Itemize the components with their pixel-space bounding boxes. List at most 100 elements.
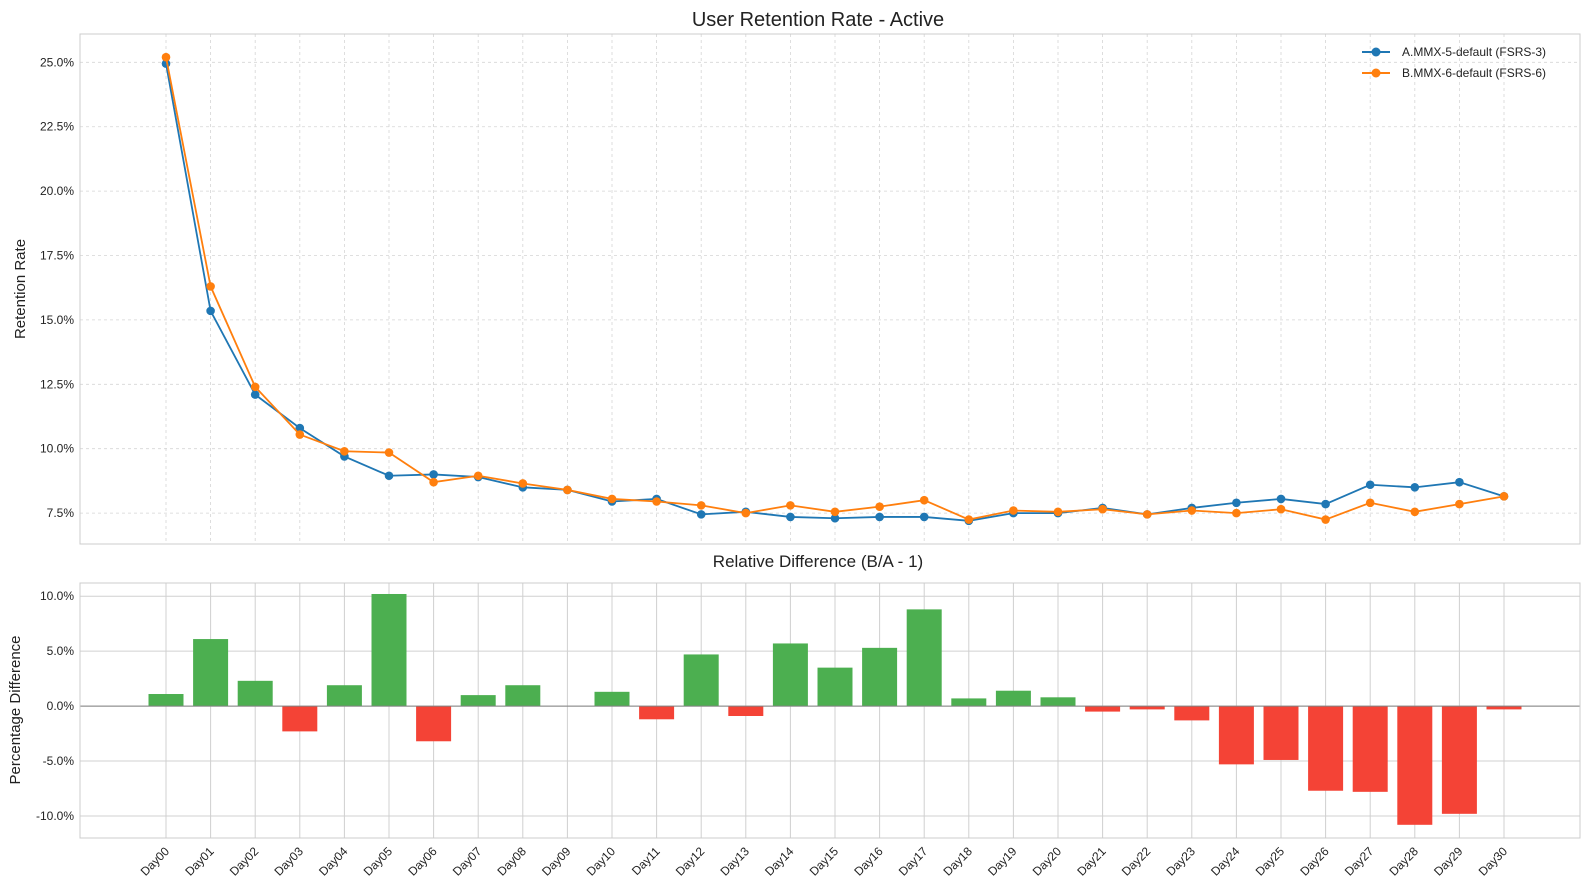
x-tick-label: Day22: [1119, 844, 1154, 879]
data-point-b: [1053, 507, 1063, 517]
data-point-b: [741, 508, 751, 518]
data-point-a: [295, 423, 305, 433]
x-tick-label: Day04: [316, 844, 351, 879]
top-y-tick-label: 7.5%: [47, 506, 75, 520]
bottom-y-tick-label: 0.0%: [47, 699, 75, 713]
top-y-tick-label: 15.0%: [40, 313, 74, 327]
difference-bar: [1308, 706, 1344, 791]
x-tick-label: Day07: [450, 844, 485, 879]
x-tick-label: Day30: [1476, 844, 1511, 879]
difference-bar: [772, 643, 808, 707]
data-point-b: [1232, 508, 1241, 518]
x-tick-label: Day26: [1297, 844, 1332, 879]
difference-bar: [594, 691, 630, 707]
data-point-b: [1009, 506, 1018, 515]
top-y-tick-label: 20.0%: [40, 184, 74, 198]
top-grid: [80, 34, 1580, 544]
x-tick-label: Day12: [673, 844, 708, 879]
difference-bar: [505, 685, 541, 707]
difference-bar: [951, 698, 987, 707]
difference-bar: [683, 654, 719, 707]
bottom-plot-frame: [79, 582, 1581, 839]
x-tick-label: Day16: [851, 844, 886, 879]
data-point-b: [1276, 504, 1286, 514]
data-point-b: [384, 448, 394, 457]
difference-bar: [460, 695, 496, 707]
data-point-b: [919, 495, 929, 505]
data-point-b: [1321, 515, 1330, 524]
top-y-ticks: 7.5% 10.0% 12.5% 15.0% 17.5% 20.0% 22.5% 25.0%: [40, 55, 74, 520]
data-point-b: [340, 446, 349, 456]
data-point-a: [830, 513, 840, 523]
bottom-y-axis-label: Percentage Difference: [7, 636, 24, 785]
difference-bar: [639, 706, 675, 720]
x-tick-label: Day25: [1253, 844, 1288, 879]
x-tick-label: Day29: [1431, 844, 1466, 879]
top-y-tick-label: 17.5%: [40, 249, 74, 263]
top-y-tick-label: 10.0%: [40, 442, 74, 456]
data-point-b: [607, 494, 617, 504]
difference-bar: [282, 706, 318, 732]
difference-bar: [416, 706, 452, 742]
x-tick-label: Day17: [896, 844, 931, 879]
x-tick-label: Day27: [1342, 844, 1377, 879]
difference-bar: [193, 639, 229, 707]
bottom-y-tick-label: -10.0%: [36, 809, 74, 823]
data-point-a: [1455, 477, 1464, 487]
x-tick-label: Day28: [1386, 844, 1421, 879]
data-point-a: [696, 510, 706, 519]
bottom-chart-title: Relative Difference (B/A - 1): [713, 552, 923, 571]
x-tick-label: Day20: [1030, 844, 1065, 879]
data-point-a: [1276, 494, 1286, 504]
difference-bar: [862, 647, 898, 707]
data-point-a: [919, 512, 929, 522]
x-tick-label: Day10: [584, 844, 619, 879]
x-tick-label: Day00: [138, 844, 173, 879]
x-tick-label: Day13: [717, 844, 752, 879]
legend-label-a: A.MMX-5-default (FSRS-3): [1402, 45, 1546, 59]
x-tick-label: Day01: [182, 844, 217, 879]
difference-bar: [371, 593, 407, 707]
top-y-axis-label: Retention Rate: [12, 239, 29, 339]
bottom-bars-layer: [80, 593, 1580, 825]
difference-bar: [1397, 706, 1433, 825]
data-point-a: [384, 471, 394, 481]
data-point-b: [696, 501, 706, 510]
bottom-y-tick-label: 10.0%: [40, 589, 74, 603]
top-y-tick-label: 12.5%: [40, 377, 74, 391]
difference-bar: [995, 690, 1031, 707]
data-point-b: [518, 479, 528, 488]
data-point-a: [1365, 480, 1375, 490]
data-point-a: [875, 512, 884, 522]
x-tick-label: Day23: [1163, 844, 1198, 879]
x-tick-label: Day24: [1208, 844, 1243, 879]
x-tick-label: Day03: [271, 844, 306, 879]
top-y-tick-label: 22.5%: [40, 120, 74, 134]
difference-bar: [817, 667, 853, 707]
difference-bar: [1040, 697, 1076, 707]
data-point-b: [964, 515, 974, 524]
data-point-b: [206, 282, 215, 291]
data-point-b: [250, 382, 260, 392]
data-point-b: [161, 52, 171, 62]
difference-bar: [237, 680, 273, 707]
data-point-b: [786, 501, 795, 510]
data-point-b: [875, 502, 884, 511]
difference-bar: [1486, 706, 1522, 710]
data-point-a: [1321, 499, 1330, 509]
x-tick-label: Day06: [405, 844, 440, 879]
x-tick-label: Day08: [494, 844, 529, 879]
data-point-b: [1142, 510, 1152, 519]
data-point-b: [1098, 504, 1107, 514]
data-point-b: [563, 485, 572, 495]
top-series-layer: [161, 52, 1509, 526]
legend-marker-b: [1371, 68, 1381, 78]
x-tick-label: Day05: [361, 844, 396, 879]
difference-bar: [1218, 706, 1254, 765]
data-point-b: [830, 507, 840, 517]
data-point-b: [1187, 506, 1197, 515]
difference-bar: [1441, 706, 1477, 814]
legend-label-b: B.MMX-6-default (FSRS-6): [1402, 66, 1546, 80]
difference-bar: [326, 685, 362, 707]
